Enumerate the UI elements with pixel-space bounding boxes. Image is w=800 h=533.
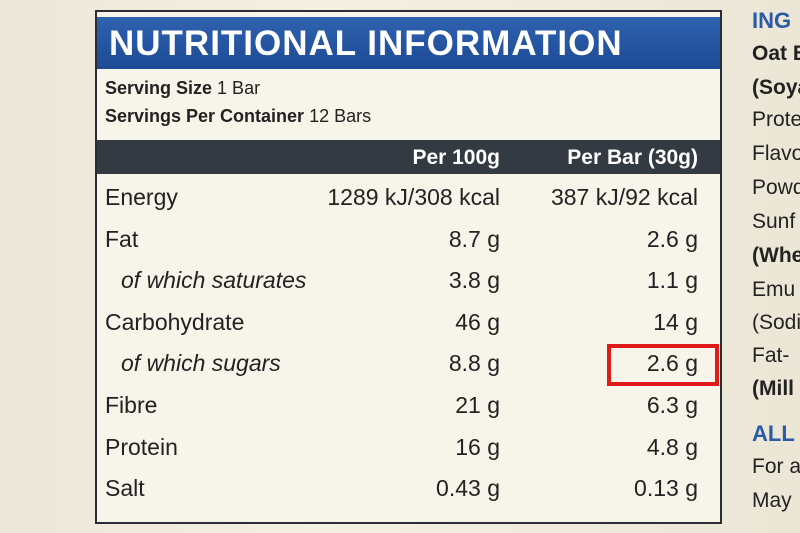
per-bar-value: 0.13 g — [634, 475, 698, 502]
ingredient-text: Fat- — [752, 344, 790, 367]
field-value: 12 Bars — [309, 106, 372, 126]
column-header: Per 100g — [412, 146, 500, 169]
ingredient-text: (Whe — [752, 244, 800, 267]
nutrition-label: NUTRITIONAL INFORMATION Serving Size 1 Ba… — [95, 10, 722, 524]
nutrient-name: of which saturates — [121, 267, 307, 294]
per-bar-value: 1.1 g — [646, 267, 698, 294]
nutrient-name: Fibre — [105, 392, 158, 418]
ingredient-text: May — [752, 489, 792, 512]
column-header: Per Bar (30g) — [567, 146, 698, 169]
ingredient-text: ING — [752, 8, 792, 33]
serving-size: Serving Size 1 Bar — [105, 78, 260, 99]
ingredient-text: For a — [752, 455, 800, 478]
servings-per-container: Servings Per Container 12 Bars — [105, 106, 371, 127]
ingredient-text: Flavo — [752, 142, 800, 165]
ingredient-text: Sunf — [752, 210, 796, 233]
nutrient-name: of which sugars — [121, 350, 281, 377]
per-bar-value: 387 kJ/92 kcal — [550, 184, 698, 210]
per-bar-value: 14 g — [653, 308, 698, 335]
per-100g-value: 3.8 g — [448, 267, 500, 294]
label-title: NUTRITIONAL INFORMATION — [97, 17, 720, 69]
nutrient-name: Protein — [105, 433, 178, 460]
per-100g-value: 1289 kJ/308 kcal — [327, 184, 500, 210]
table-header: Per 100g Per Bar (30g) — [97, 140, 720, 174]
ingredient-text: Emu — [752, 278, 796, 301]
nutrient-name: Carbohydrate — [105, 308, 245, 335]
ingredient-text: (Soya — [752, 76, 800, 99]
nutrient-name: Fat — [105, 225, 139, 252]
per-bar-value: 4.8 g — [646, 433, 698, 460]
per-100g-value: 16 g — [455, 433, 500, 460]
ingredient-text: ALL — [752, 421, 795, 446]
nutrient-name: Salt — [105, 475, 145, 502]
per-100g-value: 8.8 g — [448, 350, 500, 377]
nutrient-name: Energy — [105, 184, 178, 210]
ingredient-text: Prote — [752, 108, 800, 131]
per-100g-value: 21 g — [455, 392, 500, 418]
field-value: 1 Bar — [217, 78, 261, 98]
ingredients-fragment: ING Oat B (Soya Prote Flavo Powd Sunf (Whe Emu (S… — [750, 0, 800, 533]
per-bar-value: 2.6 g — [646, 350, 698, 377]
highlight-box — [607, 344, 719, 387]
per-100g-value: 8.7 g — [448, 225, 500, 252]
ingredient-text: Oat B — [752, 42, 800, 65]
field-label: Servings Per Container — [105, 106, 305, 126]
per-bar-value: 2.6 g — [646, 225, 698, 252]
field-label: Serving Size — [105, 78, 213, 98]
ingredient-text: Powd — [752, 176, 800, 199]
ingredient-text: (Mill — [752, 377, 794, 400]
per-100g-value: 0.43 g — [436, 475, 500, 502]
ingredient-text: (Sodi — [752, 311, 800, 334]
per-100g-value: 46 g — [455, 308, 500, 335]
per-bar-value: 6.3 g — [646, 392, 698, 418]
